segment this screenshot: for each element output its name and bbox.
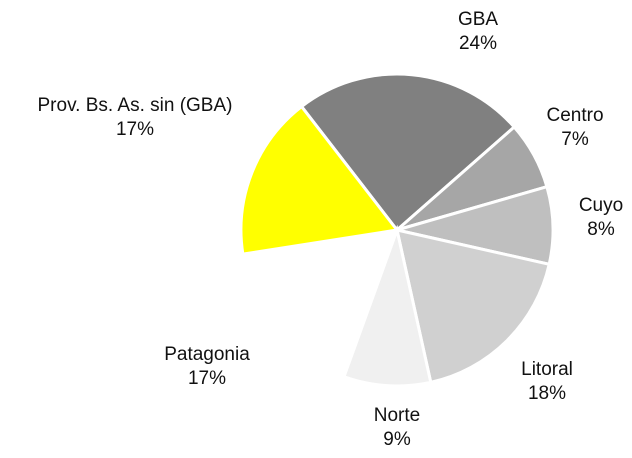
slice-label: Litoral	[521, 359, 573, 380]
pie-slice	[239, 104, 400, 256]
slice-value-label: 17%	[116, 119, 154, 140]
slice-value-label: 7%	[561, 129, 589, 150]
slice-label: Norte	[374, 405, 420, 426]
slice-label: Prov. Bs. As. sin (GBA)	[38, 95, 233, 116]
pie-slice	[395, 228, 551, 385]
slice-value-label: 24%	[459, 33, 497, 54]
slice-value-label: 18%	[528, 383, 566, 404]
pie-slice	[299, 72, 517, 233]
pie-slice	[241, 228, 400, 379]
slice-value-label: 9%	[383, 429, 411, 450]
slice-label: Patagonia	[164, 344, 250, 365]
slice-label: Cuyo	[579, 195, 623, 216]
slice-value-label: 17%	[188, 368, 226, 389]
pie-slice	[341, 224, 433, 388]
slice-label: Centro	[546, 105, 603, 126]
slice-value-label: 8%	[587, 219, 615, 240]
slice-label: GBA	[458, 9, 498, 30]
